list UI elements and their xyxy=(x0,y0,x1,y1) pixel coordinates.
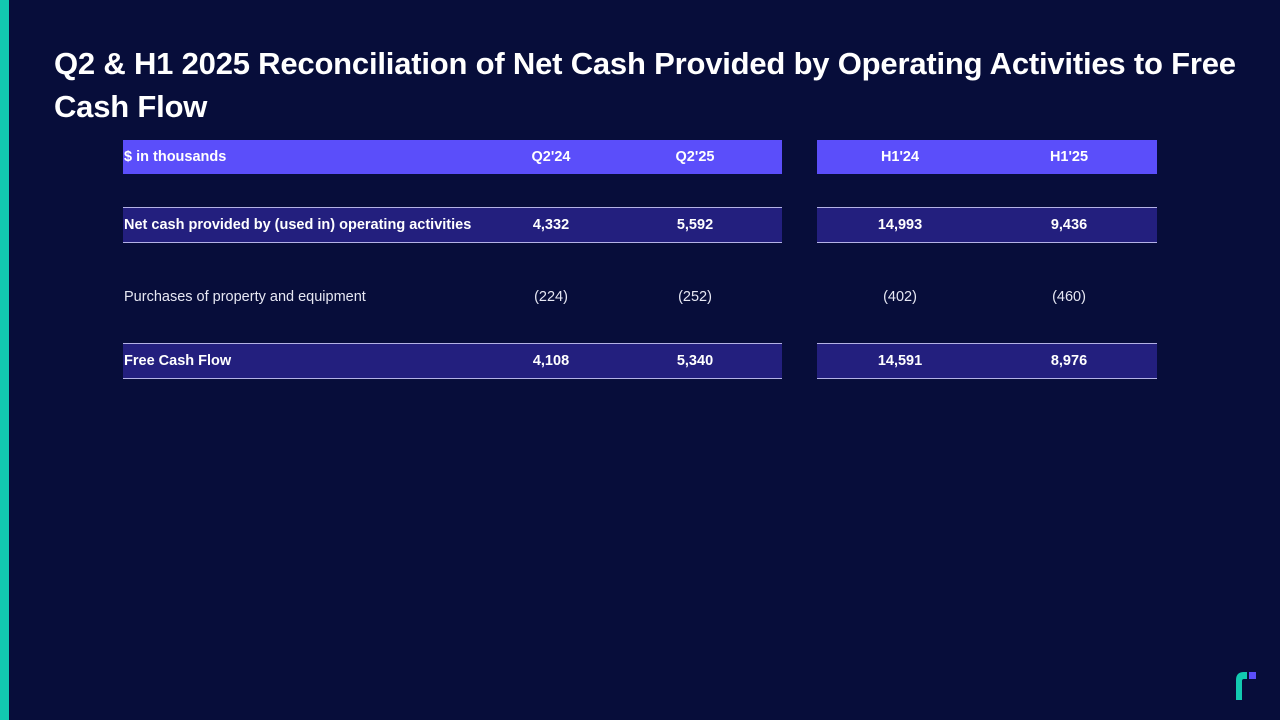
value-cell: 14,591 xyxy=(877,353,923,369)
column-header-h1-24: H1'24 xyxy=(880,149,920,165)
value-cell: (402) xyxy=(883,289,917,305)
column-header-q2-25: Q2'25 xyxy=(675,149,715,165)
row-label: Purchases of property and equipment xyxy=(124,289,366,305)
row-label: Net cash provided by (used in) operating… xyxy=(124,217,472,233)
free-cash-flow-row: 14,591 8,976 xyxy=(817,343,1157,379)
capex-row: Purchases of property and equipment (224… xyxy=(123,280,782,314)
capex-row: (402) (460) xyxy=(817,280,1157,314)
column-header-q2-24: Q2'24 xyxy=(531,149,571,165)
operating-activities-row: Net cash provided by (used in) operating… xyxy=(123,207,782,243)
accent-bar xyxy=(0,0,9,720)
unit-label: $ in thousands xyxy=(124,149,227,165)
value-cell: 4,332 xyxy=(532,217,570,233)
half-year-header-row: H1'24 H1'25 xyxy=(817,140,1157,174)
value-cell: (224) xyxy=(534,289,568,305)
value-cell: 4,108 xyxy=(532,353,570,369)
slide-title: Q2 & H1 2025 Reconciliation of Net Cash … xyxy=(54,46,1236,124)
value-cell: 8,976 xyxy=(1050,353,1088,369)
company-logo-icon xyxy=(1234,670,1258,700)
free-cash-flow-row: Free Cash Flow 4,108 5,340 xyxy=(123,343,782,379)
value-cell: 14,993 xyxy=(877,217,923,233)
operating-activities-row: 14,993 9,436 xyxy=(817,207,1157,243)
row-label: Free Cash Flow xyxy=(124,353,232,369)
value-cell: 5,592 xyxy=(676,217,714,233)
column-header-h1-25: H1'25 xyxy=(1049,149,1089,165)
quarterly-header-row: $ in thousands Q2'24 Q2'25 xyxy=(123,140,782,174)
value-cell: 9,436 xyxy=(1050,217,1088,233)
value-cell: 5,340 xyxy=(676,353,714,369)
value-cell: (460) xyxy=(1052,289,1086,305)
value-cell: (252) xyxy=(678,289,712,305)
